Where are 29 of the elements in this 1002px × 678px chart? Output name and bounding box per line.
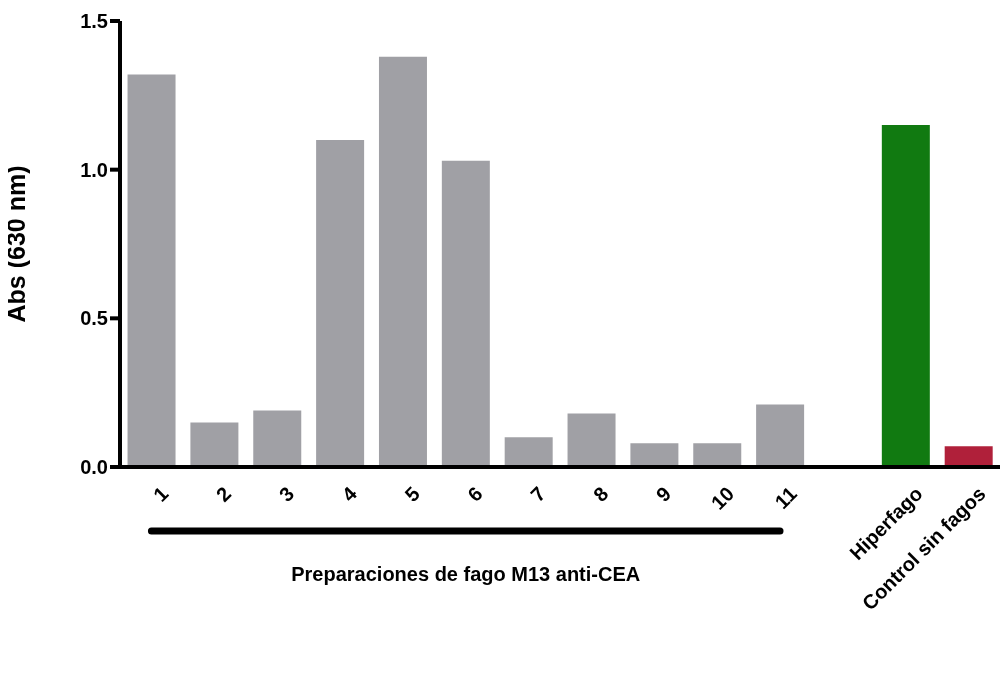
x-tick-label: 10 [706, 482, 739, 514]
bar [127, 74, 176, 467]
x-tick-label: 6 [463, 482, 487, 506]
bar [378, 56, 427, 467]
text: Preparaciones de fago M13 anti-CEA [291, 563, 641, 585]
bar [630, 443, 679, 467]
x-tick-label: 7 [526, 482, 550, 506]
x-tick-label: 2 [211, 482, 236, 506]
bar [756, 404, 805, 467]
bar [567, 413, 616, 467]
x-tick-label: 11 [770, 482, 802, 513]
x-tick-label: 1 [149, 482, 173, 506]
bar [441, 160, 490, 467]
x-tick-label: 3 [274, 482, 299, 506]
x-tick-label: 5 [400, 482, 424, 506]
y-tick-label: 0.5 [80, 307, 108, 330]
x-tick-label: 9 [651, 482, 676, 506]
bar [944, 446, 993, 467]
bar [190, 422, 239, 467]
x-tick-label: 8 [589, 482, 613, 506]
x-tick-label: 4 [337, 481, 362, 506]
y-tick-label: 1.0 [80, 158, 108, 181]
y-tick-label: 1.5 [80, 10, 108, 33]
bar [693, 443, 742, 467]
bar [881, 125, 930, 467]
y-tick-label: 0.0 [80, 456, 108, 479]
bar [316, 139, 365, 467]
bar [504, 437, 553, 467]
bar [253, 410, 302, 467]
